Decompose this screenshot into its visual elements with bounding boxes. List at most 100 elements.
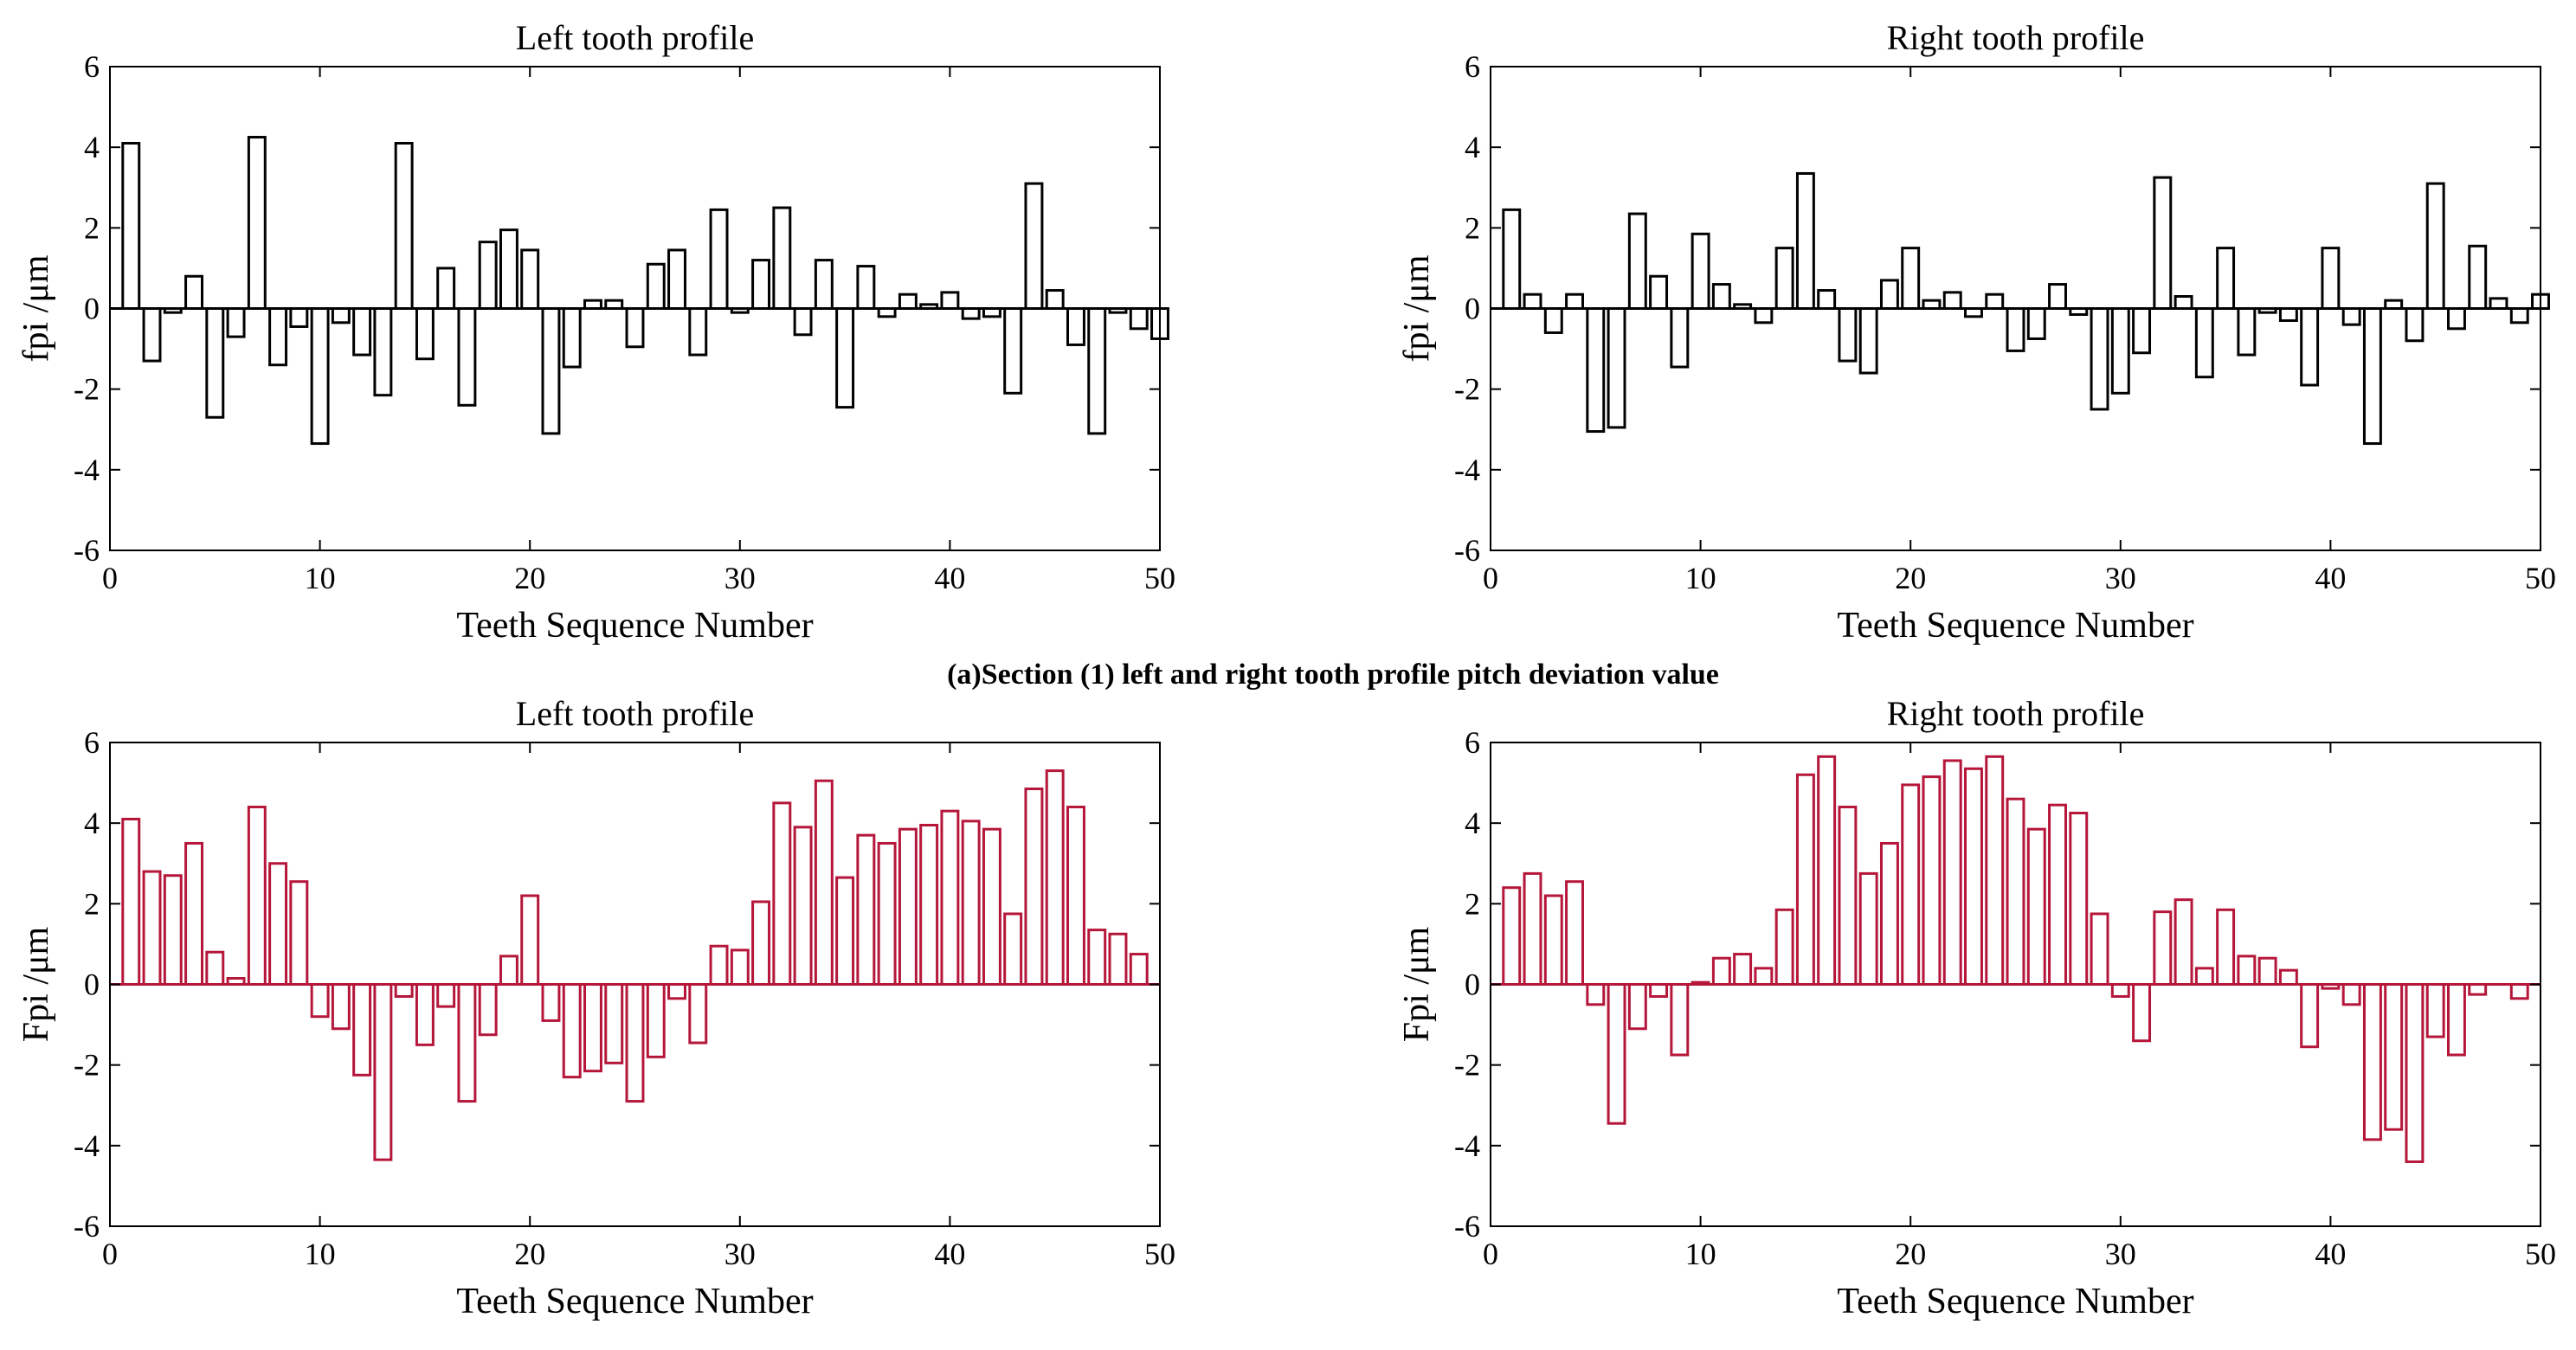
bar xyxy=(1795,773,1815,987)
x-tick-label: 40 xyxy=(934,561,965,595)
bar xyxy=(1964,767,1983,987)
bar xyxy=(2362,983,2382,1141)
bar xyxy=(1543,894,1563,987)
y-tick-label: 6 xyxy=(84,49,100,84)
y-tick-label: -4 xyxy=(1454,453,1480,487)
y-tick-label: 0 xyxy=(1465,968,1480,1002)
bar xyxy=(772,801,792,987)
bar xyxy=(1985,755,2005,986)
y-tick-label: -6 xyxy=(1454,533,1480,568)
x-axis-label: Teeth Sequence Number xyxy=(456,1282,813,1321)
bar xyxy=(457,307,477,407)
bar xyxy=(1523,871,1542,987)
y-axis-label: fpi /μm xyxy=(1397,254,1437,362)
bar xyxy=(1879,279,1899,311)
bar xyxy=(2237,955,2257,987)
bar xyxy=(2384,983,2404,1131)
y-tick-label: 4 xyxy=(1465,806,1480,840)
bar xyxy=(1901,783,1921,986)
y-tick-label: 4 xyxy=(1465,130,1480,164)
bar xyxy=(562,983,582,1079)
bar xyxy=(1003,307,1023,395)
bar xyxy=(1754,307,1774,325)
bar xyxy=(1129,953,1149,987)
bar xyxy=(919,824,939,986)
bar xyxy=(646,983,666,1058)
bar xyxy=(835,307,855,409)
bar xyxy=(310,307,330,446)
bar xyxy=(625,983,645,1103)
bar xyxy=(1045,289,1065,311)
bar xyxy=(499,228,518,310)
bar xyxy=(436,267,456,311)
y-tick-label: -6 xyxy=(74,1209,100,1244)
bar xyxy=(1003,912,1023,986)
bar xyxy=(856,833,876,987)
bar xyxy=(835,876,855,986)
bar xyxy=(751,900,771,986)
bar xyxy=(541,307,561,435)
bar xyxy=(310,983,330,1019)
bar xyxy=(394,142,414,310)
bar xyxy=(499,955,518,987)
bar xyxy=(1901,247,1921,311)
bar xyxy=(331,307,351,325)
bar xyxy=(1838,806,1858,987)
bar xyxy=(2509,983,2529,1000)
bar xyxy=(982,827,1001,987)
bar xyxy=(1565,880,1584,987)
bar xyxy=(1129,307,1149,331)
y-tick-label: -2 xyxy=(74,372,100,407)
bar xyxy=(2026,307,2046,340)
bar xyxy=(2216,247,2236,311)
bar xyxy=(2425,983,2445,1038)
bar xyxy=(1858,871,1878,987)
bar xyxy=(688,983,708,1045)
x-tick-label: 10 xyxy=(1685,561,1716,595)
bar xyxy=(1108,932,1128,987)
bar xyxy=(793,307,813,337)
y-axis-label: fpi /μm xyxy=(16,254,56,362)
bar xyxy=(1690,232,1710,311)
x-tick-label: 30 xyxy=(2105,561,2136,595)
bar xyxy=(1817,755,1837,986)
bar xyxy=(583,983,602,1073)
x-axis-label: Teeth Sequence Number xyxy=(1837,1282,2193,1321)
bar xyxy=(2110,307,2130,395)
bar xyxy=(1045,769,1065,986)
bar xyxy=(1502,208,1522,310)
bar xyxy=(814,259,834,311)
bar xyxy=(2447,983,2466,1057)
bar xyxy=(184,274,204,311)
bar xyxy=(352,307,372,357)
bar xyxy=(898,292,918,311)
y-tick-label: -2 xyxy=(1454,1048,1480,1083)
x-tick-label: 10 xyxy=(305,1237,336,1271)
bar xyxy=(352,983,372,1077)
bar xyxy=(289,307,309,328)
y-tick-label: 2 xyxy=(84,210,100,245)
y-tick-label: 2 xyxy=(84,886,100,921)
bar xyxy=(1586,307,1606,434)
bar xyxy=(478,241,498,311)
bar xyxy=(394,983,414,998)
bar xyxy=(142,307,162,363)
bar xyxy=(667,983,686,1000)
bar xyxy=(961,307,981,320)
x-tick-label: 30 xyxy=(724,1237,756,1271)
bar xyxy=(667,248,686,311)
bar xyxy=(1066,307,1085,346)
x-tick-label: 0 xyxy=(102,561,118,595)
bar xyxy=(625,307,645,349)
x-tick-label: 30 xyxy=(724,561,756,595)
bar xyxy=(1627,212,1647,310)
bar xyxy=(1607,983,1626,1125)
bar xyxy=(1670,307,1690,369)
y-tick-label: 0 xyxy=(1465,292,1480,326)
x-tick-label: 10 xyxy=(1685,1237,1716,1271)
bar xyxy=(2405,307,2425,343)
x-axis-label: Teeth Sequence Number xyxy=(1837,606,2193,646)
bar xyxy=(1649,983,1669,998)
bar xyxy=(373,983,393,1161)
x-tick-label: 0 xyxy=(102,1237,118,1271)
